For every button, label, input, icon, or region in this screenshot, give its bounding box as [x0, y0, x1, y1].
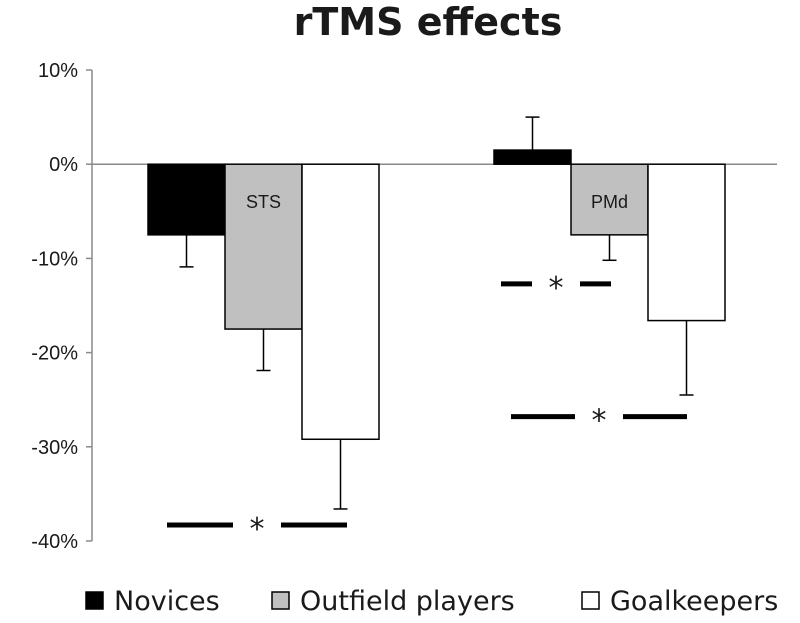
bar-pmd-goalkeepers	[647, 163, 726, 322]
y-tick-label: -20%	[31, 343, 78, 365]
legend-swatch-novices	[85, 591, 104, 610]
legend-swatch-goalkeepers	[581, 591, 600, 610]
y-tick-label: 0%	[49, 154, 78, 176]
legend: Novices Outfield players Goalkeepers	[85, 586, 778, 617]
legend-label: Novices	[114, 586, 220, 617]
significance-star: *	[592, 404, 607, 439]
group-labels: STS PMd	[246, 192, 628, 212]
bar-pmd-novices	[493, 149, 572, 165]
legend-label: Outfield players	[300, 586, 515, 617]
y-tick-label: -40%	[31, 531, 78, 553]
group-label-sts: STS	[246, 192, 281, 212]
chart-title: rTMS effects	[294, 0, 563, 44]
axes: 10% 0% -10% -20% -30% -40%	[31, 60, 777, 553]
legend-swatch-outfield-players	[271, 591, 290, 610]
bars	[147, 116, 726, 510]
legend-label: Goalkeepers	[610, 586, 778, 617]
y-tick-label: -10%	[31, 248, 78, 270]
significance-star: *	[549, 271, 564, 306]
significance-star: *	[250, 512, 265, 547]
bar-sts-novices	[147, 163, 226, 236]
significance-markers: * * *	[167, 271, 687, 547]
y-tick-label: -30%	[31, 437, 78, 459]
bar-sts-goalkeepers	[301, 163, 380, 441]
group-label-pmd: PMd	[591, 192, 628, 212]
bar-sts-outfield-players	[224, 163, 303, 330]
y-tick-label: 10%	[38, 60, 78, 82]
